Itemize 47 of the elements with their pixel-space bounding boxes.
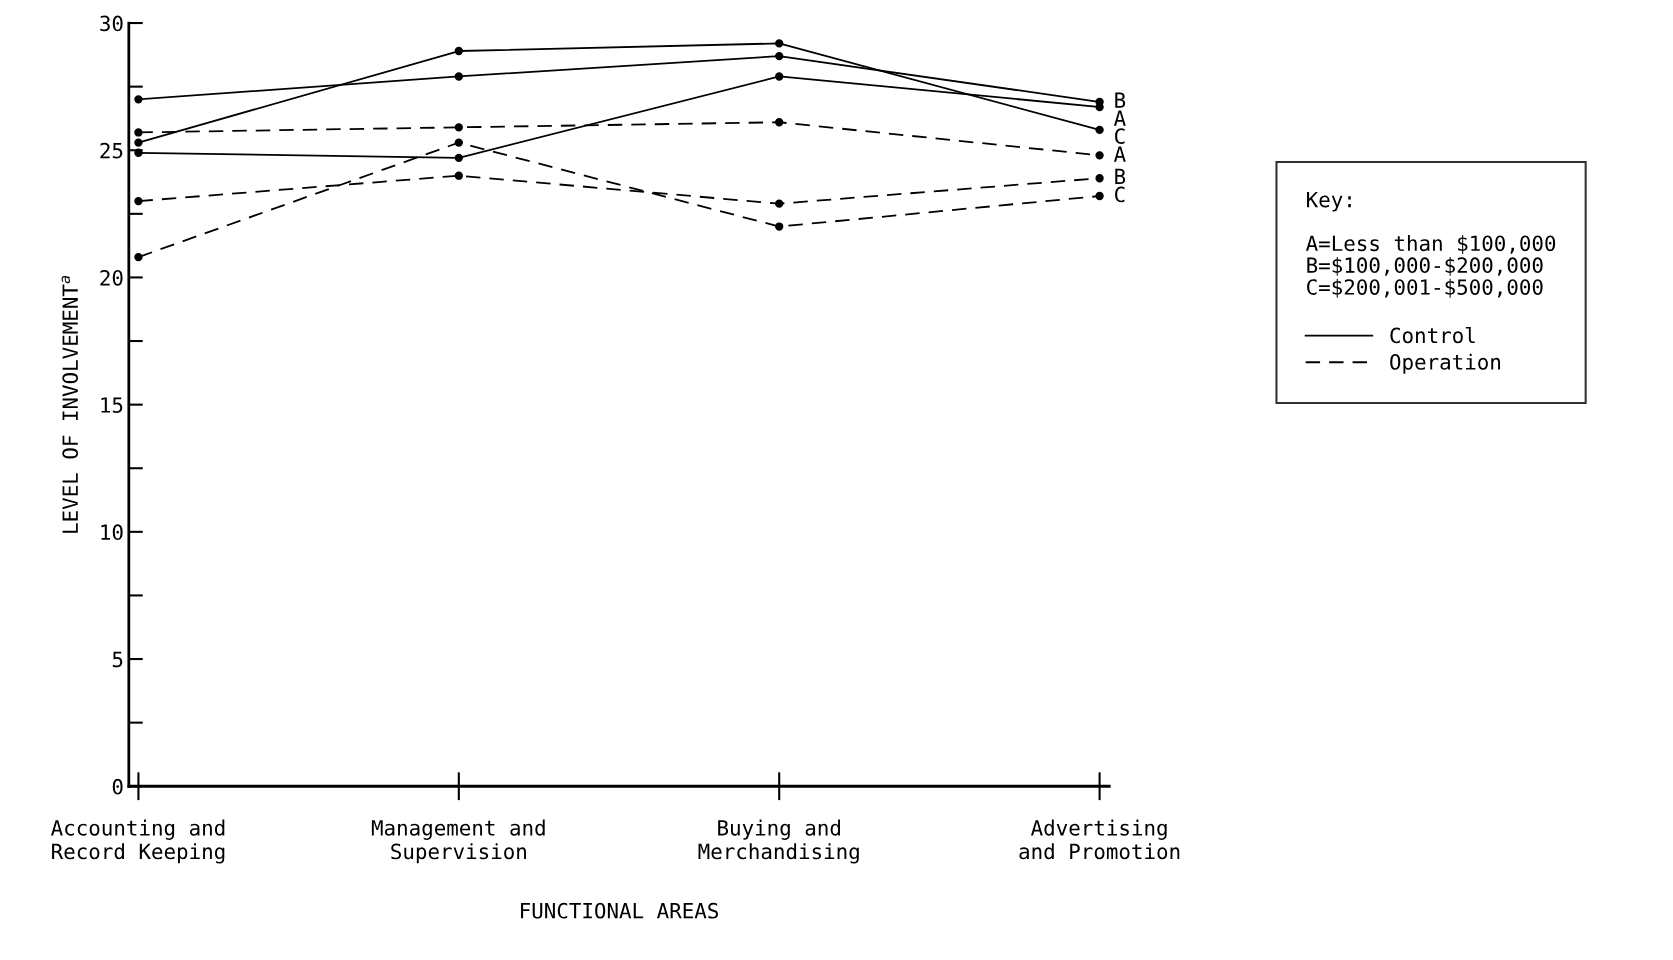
series-label: A xyxy=(1113,146,1126,162)
text: Operation xyxy=(1390,353,1501,374)
point xyxy=(1095,125,1104,135)
point xyxy=(775,222,784,231)
point xyxy=(454,171,463,180)
x-tick-label: Advertising and Promotion xyxy=(1019,819,1180,860)
point xyxy=(1095,151,1104,160)
text: A=Less than $100,000 xyxy=(1306,235,1556,254)
x-axis-title: FUNCTIONAL AREAS xyxy=(521,902,718,919)
series-label: C xyxy=(1115,186,1125,203)
point xyxy=(775,199,784,208)
y-tick-label: 0 xyxy=(112,778,123,795)
point xyxy=(134,148,143,157)
y-axis-title: LEVEL OF INVOLVEMENT$^{a}$ xyxy=(61,275,79,533)
x-tick-label: Accounting and Record Keeping xyxy=(51,819,225,864)
y-tick-label: 10 xyxy=(101,524,123,541)
series-label: C xyxy=(1115,128,1125,144)
point xyxy=(454,138,463,147)
series-label: B xyxy=(1115,92,1126,108)
point xyxy=(134,252,143,262)
text: C=$200,001-$500,000 xyxy=(1307,278,1543,298)
text: Control xyxy=(1390,327,1475,344)
legend-title: Key: xyxy=(1307,191,1351,212)
point xyxy=(454,123,463,132)
point xyxy=(775,72,784,81)
y-tick-label: 20 xyxy=(100,269,123,286)
series-label: B xyxy=(1115,168,1126,185)
point xyxy=(134,196,143,206)
text: B=$100,000-$200,000 xyxy=(1307,256,1543,276)
y-tick-label: 30 xyxy=(100,15,123,32)
x-tick-label: Management and Supervision xyxy=(371,819,545,864)
point xyxy=(1095,174,1104,183)
point xyxy=(134,128,143,137)
y-tick-label: 25 xyxy=(100,142,123,159)
x-tick-label: Buying and Merchandising xyxy=(698,819,859,864)
point xyxy=(454,72,463,81)
point xyxy=(134,95,143,104)
point xyxy=(454,46,463,56)
point xyxy=(134,138,143,147)
point xyxy=(775,51,784,61)
point xyxy=(775,118,784,127)
point xyxy=(454,153,463,163)
point xyxy=(1095,191,1104,201)
y-tick-label: 15 xyxy=(101,397,123,413)
y-tick-label: 5 xyxy=(112,651,123,668)
point xyxy=(775,39,784,48)
series-label: A xyxy=(1113,110,1126,126)
